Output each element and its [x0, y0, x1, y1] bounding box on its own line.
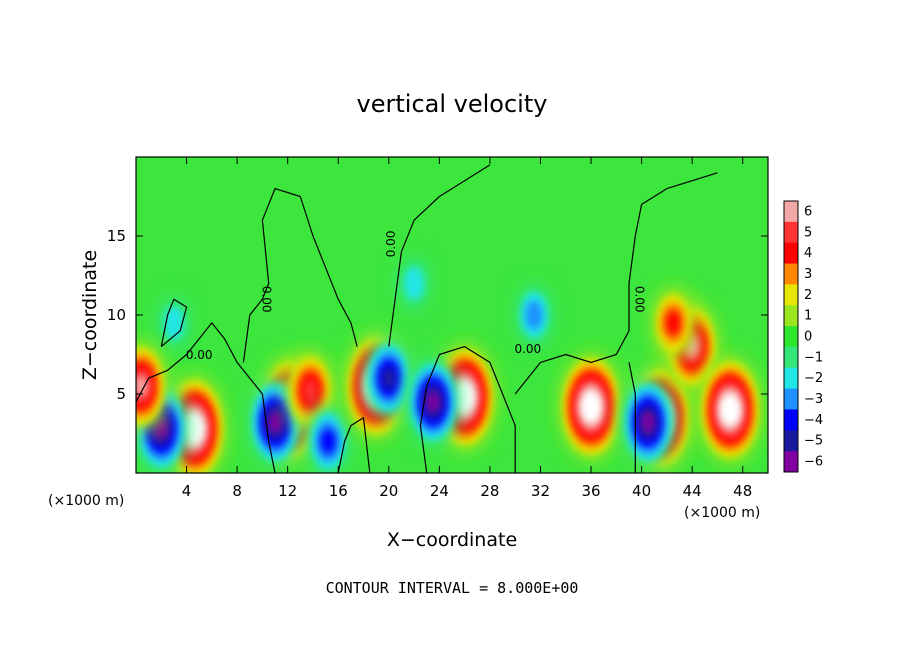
chart-title: vertical velocity	[357, 90, 548, 118]
colorbar-swatch	[784, 221, 798, 244]
colorbar-label: 3	[804, 267, 812, 282]
zero-contours: 0.00 0.00 0.00 0.00 0.00	[136, 164, 718, 473]
contour-line	[419, 346, 516, 473]
contour-interval-note: CONTOUR INTERVAL = 8.000E+00	[326, 579, 579, 597]
velocity-field	[136, 255, 763, 473]
x-tick-label: 12	[278, 482, 297, 500]
field-feature	[698, 355, 763, 464]
colorbar-label: 0	[804, 330, 812, 345]
colorbar-swatch	[784, 305, 798, 327]
contour-label: 0.00	[632, 286, 646, 313]
field-level	[585, 396, 597, 417]
colorbar: 6 5 4 3 2 1 0 −1 −2 −3 −4 −5 −6	[783, 200, 823, 473]
y-tick-label: 10	[107, 306, 126, 324]
x-axis-title: X−coordinate	[387, 529, 517, 551]
field-level	[404, 266, 425, 301]
colorbar-label: 4	[804, 246, 812, 261]
x-tick-label: 28	[480, 482, 499, 500]
field-level	[154, 417, 168, 440]
colorbar-swatch	[784, 346, 798, 369]
colorbar-label: −4	[804, 413, 823, 428]
plot-area: 0.00 0.00 0.00 0.00 0.00	[136, 157, 768, 473]
colorbar-label: 6	[804, 204, 812, 219]
field-level	[525, 300, 543, 330]
field-level	[724, 399, 737, 420]
field-level	[188, 418, 201, 439]
contour-line	[160, 298, 188, 348]
field-feature	[559, 352, 624, 461]
field-level	[268, 411, 282, 434]
x-unit-right: (×1000 m)	[684, 505, 760, 521]
colorbar-swatch	[784, 326, 798, 348]
colorbar-label: −5	[804, 434, 823, 449]
field-level	[163, 305, 184, 340]
field-feature	[306, 404, 350, 473]
field-level	[426, 390, 440, 413]
x-tick-label: 36	[581, 482, 600, 500]
field-level	[320, 428, 336, 455]
field-feature	[397, 255, 431, 312]
contour-label: 0.00	[186, 348, 213, 362]
field-level	[458, 387, 471, 408]
x-tick-label: 4	[182, 482, 192, 500]
contour-line	[514, 172, 718, 395]
colorbar-swatch	[784, 367, 798, 390]
contour-label: 0.00	[259, 286, 273, 313]
y-axis-title: Z−coordinate	[79, 250, 101, 380]
contour-line	[388, 164, 491, 347]
field-feature	[515, 282, 554, 348]
colorbar-swatch	[784, 430, 798, 452]
field-feature	[364, 337, 413, 420]
field-feature	[621, 377, 675, 468]
y-axis-ticks: 5 10 15	[107, 227, 768, 403]
x-tick-label: 16	[329, 482, 348, 500]
x-tick-label: 48	[733, 482, 752, 500]
field-level	[303, 379, 318, 403]
colorbar-swatch	[784, 201, 798, 223]
colorbar-label: 2	[804, 288, 812, 303]
field-feature	[651, 286, 695, 360]
colorbar-label: 1	[804, 309, 812, 324]
colorbar-swatch	[784, 409, 798, 431]
colorbar-label: −2	[804, 371, 823, 386]
colorbar-swatch	[784, 263, 798, 285]
field-feature	[406, 356, 460, 448]
contour-line	[136, 322, 276, 473]
x-tick-label: 40	[632, 482, 651, 500]
colorbar-label: −6	[804, 455, 823, 470]
contour-line	[628, 362, 636, 473]
x-tick-label: 8	[232, 482, 242, 500]
colorbar-swatch	[784, 388, 798, 410]
contour-line	[337, 417, 371, 473]
colorbar-label: 5	[804, 225, 812, 240]
colorbar-swatch	[784, 242, 798, 265]
y-tick-label: 15	[107, 227, 126, 245]
field-level	[641, 411, 655, 434]
field-level	[136, 375, 148, 398]
x-unit-left: (×1000 m)	[48, 493, 124, 509]
x-tick-label: 24	[430, 482, 449, 500]
contour-label: 0.00	[384, 231, 398, 258]
colorbar-swatch	[784, 284, 798, 306]
x-axis-ticks: 4 8 12 16 20 24 28 32 36 40 44 48	[182, 157, 752, 500]
colorbar-swatch	[784, 451, 798, 473]
contour-label: 0.00	[514, 342, 541, 356]
y-tick-label: 5	[116, 385, 126, 403]
colorbar-label: −1	[804, 350, 823, 365]
x-tick-label: 20	[379, 482, 398, 500]
field-level	[665, 310, 681, 336]
contour-line	[242, 188, 358, 363]
colorbar-label: −3	[804, 392, 823, 407]
x-tick-label: 44	[683, 482, 702, 500]
colorbar-frame	[783, 200, 799, 473]
field-level	[381, 366, 396, 390]
x-tick-label: 32	[531, 482, 550, 500]
